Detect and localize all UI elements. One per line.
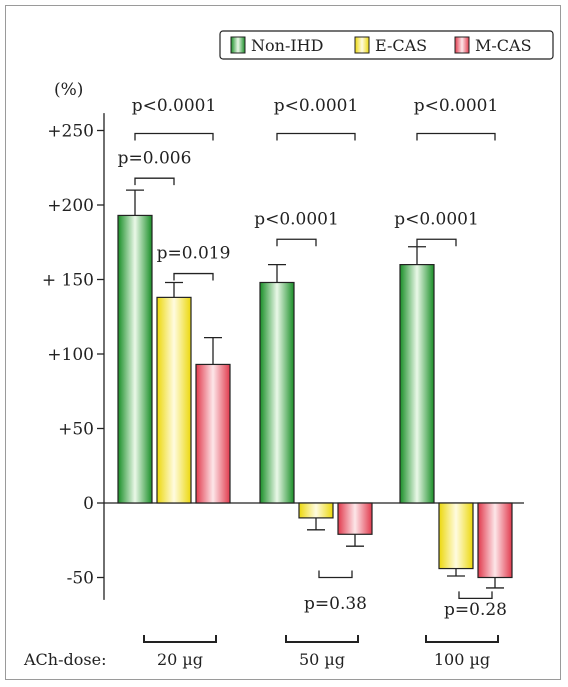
legend-frame xyxy=(219,30,554,60)
significance-annotation: p=0.019 xyxy=(157,244,231,281)
bar-non-ihd-0 xyxy=(117,214,153,504)
p-value-label: p=0.38 xyxy=(304,594,367,614)
legend-swatch-non-ihd xyxy=(230,36,246,54)
dose-group-2: 100 µg xyxy=(425,635,499,669)
x-axis-label: ACh-dose: xyxy=(23,650,106,669)
error-bar xyxy=(268,263,286,283)
legend-label-m-cas: M-CAS xyxy=(475,36,532,55)
significance-annotation: p=0.38 xyxy=(304,570,367,614)
legend-label-e-cas: E-CAS xyxy=(375,36,427,55)
p-value-label: p=0.006 xyxy=(118,148,192,168)
category-label: 100 µg xyxy=(434,650,490,669)
category-label: 50 µg xyxy=(299,650,345,669)
significance-bracket xyxy=(134,132,214,141)
p-value-label: p<0.0001 xyxy=(394,209,479,229)
dose-bracket xyxy=(143,635,217,643)
significance-annotation: p<0.0001 xyxy=(394,209,479,247)
significance-bracket xyxy=(276,132,356,141)
error-bar xyxy=(346,534,364,547)
significance-annotation: p<0.0001 xyxy=(414,96,499,141)
significance-bracket xyxy=(276,238,317,247)
annotations-layer: p<0.0001 p=0.006 p=0.019 p<0.0001 p<0.0001 p=… xyxy=(118,96,507,620)
legend-label-non-ihd: Non-IHD xyxy=(251,36,323,55)
legend-swatch-e-cas xyxy=(354,36,370,54)
y-tick-label: +50 xyxy=(58,420,94,440)
y-tick-label: +200 xyxy=(47,196,94,216)
axis-layer: +250 +200 + 150 +100 +50 0 -50 xyxy=(42,113,524,600)
significance-annotation: p<0.0001 xyxy=(132,96,217,141)
bars-layer xyxy=(117,189,513,589)
bar-m-cas-1 xyxy=(337,502,373,535)
y-tick-label: +250 xyxy=(47,122,94,142)
bar-non-ihd-1 xyxy=(259,281,295,504)
y-tick-label: 0 xyxy=(83,494,94,514)
error-bar xyxy=(447,568,465,577)
significance-bracket xyxy=(318,570,353,579)
p-value-label: p<0.0001 xyxy=(414,96,499,116)
error-bar xyxy=(204,336,222,365)
bar-e-cas-2 xyxy=(438,502,474,570)
bar-e-cas-0 xyxy=(156,296,192,504)
significance-bracket xyxy=(416,132,496,141)
bar-non-ihd-2 xyxy=(399,264,435,504)
significance-annotation: p<0.0001 xyxy=(274,96,359,141)
significance-annotation: p=0.006 xyxy=(118,148,192,186)
significance-bracket xyxy=(134,177,175,186)
error-bar xyxy=(408,246,426,265)
significance-bracket xyxy=(173,272,214,281)
p-value-label: p<0.0001 xyxy=(274,96,359,116)
dose-layer: 20 µg 50 µg 100 µg xyxy=(143,635,499,669)
p-value-label: p<0.0001 xyxy=(254,209,339,229)
dose-bracket xyxy=(425,635,499,643)
significance-bracket xyxy=(416,238,457,247)
dose-bracket xyxy=(285,635,359,643)
y-tick-label: -50 xyxy=(67,569,94,589)
y-axis-unit: (%) xyxy=(54,80,83,100)
error-bar xyxy=(486,577,504,589)
error-bar xyxy=(165,281,183,298)
significance-annotation: p<0.0001 xyxy=(254,209,339,247)
error-bar xyxy=(126,189,144,216)
p-value-label: p<0.0001 xyxy=(132,96,217,116)
error-bar xyxy=(307,517,325,531)
p-value-label: p=0.019 xyxy=(157,244,231,264)
significance-annotation: p=0.28 xyxy=(444,591,507,620)
y-tick-label: +100 xyxy=(47,345,94,365)
significance-bracket xyxy=(458,591,493,600)
legend: Non-IHD E-CAS M-CAS xyxy=(219,30,554,60)
dose-group-1: 50 µg xyxy=(285,635,359,669)
bar-m-cas-0 xyxy=(195,363,231,504)
bar-e-cas-1 xyxy=(298,502,334,519)
y-tick-label: + 150 xyxy=(42,271,94,291)
legend-swatch-m-cas xyxy=(454,36,470,54)
dose-group-0: 20 µg xyxy=(143,635,217,669)
category-label: 20 µg xyxy=(157,650,203,669)
bar-m-cas-2 xyxy=(477,502,513,579)
p-value-label: p=0.28 xyxy=(444,600,507,620)
